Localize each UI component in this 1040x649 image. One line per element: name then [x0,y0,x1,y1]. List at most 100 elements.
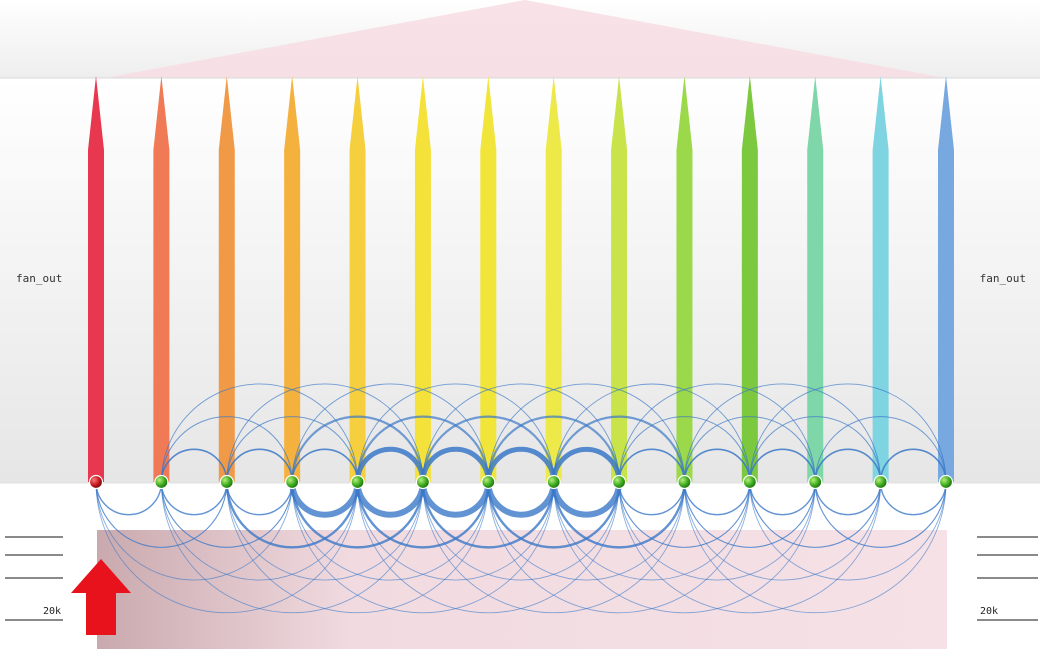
middle-band [0,78,1040,483]
connection-arc-upper [618,448,686,483]
connection-arc-upper [749,383,947,483]
connection-arc-upper [552,415,686,483]
connection-arc-upper [355,446,426,483]
connection-arc-lower [160,481,358,581]
node [154,474,169,490]
connection-arc-upper [291,383,489,483]
connection-arc-lower [749,481,947,581]
node [873,474,888,490]
connection-arc-lower [160,481,228,516]
connection-arc-upper [618,416,751,483]
fan-out-bar [807,76,824,482]
node [219,474,234,490]
node [350,474,365,490]
red-up-arrow [71,559,131,635]
connection-arc-upper [291,415,425,483]
connection-arc-upper [160,383,358,483]
connection-arc-upper [422,383,620,483]
connection-arc-lower [814,481,882,516]
node [415,474,431,490]
node [285,474,300,490]
connection-arc-lower [618,481,751,548]
fan-out-bar [284,76,301,482]
connection-arc-upper [421,415,555,483]
fan-out-bar [938,76,954,482]
connection-arc-upper [485,446,557,483]
connection-arc-upper [553,383,751,483]
connection-arc-lower [160,481,424,614]
connection-arc-lower [618,481,816,581]
node [742,474,757,490]
connection-arc-upper [814,448,882,483]
connection-arc-upper [814,416,947,483]
connection-arc-lower [487,481,621,549]
connection-arc-upper [420,446,491,483]
connection-arc-lower [749,481,816,516]
connection-arc-upper [683,416,816,483]
connection-arc-lower [422,481,685,614]
connection-arc-lower [419,481,492,518]
connection-arc-lower [553,481,816,614]
connection-arc-upper [749,416,882,483]
connection-arc-upper [684,383,882,483]
fan-out-bar [153,76,170,482]
connection-arc-lower [95,481,228,548]
connection-arc-lower [684,481,947,614]
connection-arc-lower [225,481,359,549]
connection-arc-lower [290,481,425,549]
fan-out-bar [872,76,889,482]
side-label-right: fan_out [979,272,1026,285]
connection-arc-lower [160,481,293,548]
fan-out-bar [349,76,366,482]
connection-arc-upper [357,383,555,483]
connection-arc-lower [684,481,882,581]
connection-arc-lower [289,481,361,518]
connection-arc-lower [357,481,555,581]
fan-out-bar [414,76,431,482]
connection-arc-lower [356,481,490,549]
left-scale [5,536,63,621]
connection-arc-lower [553,481,751,581]
scale-label-left: 20k [43,606,62,617]
connection-arc-upper [226,416,359,483]
node [808,474,823,490]
connection-arc-lower [618,481,882,614]
connection-arc-lower [357,481,620,614]
connection-arc-upper [618,383,816,483]
connection-arcs [95,383,947,614]
fan-out-bar [545,76,562,482]
fan-out-bar [88,76,104,482]
connection-arc-lower [683,481,816,548]
connection-arc-lower [618,481,686,516]
connection-arc-lower [95,481,163,516]
fan-out-bar [676,76,693,482]
connection-arc-lower [226,481,489,614]
connection-arc-lower [291,481,555,614]
connection-arc-upper [226,383,424,483]
connection-arc-upper [683,448,751,483]
connection-arc-lower [879,481,947,516]
connection-arc-lower [552,481,686,549]
bottom-fan-box [97,530,947,649]
connection-arc-lower [95,481,358,614]
connection-arc-upper [225,448,293,483]
connection-arc-upper [879,448,947,483]
connection-arc-lower [485,481,557,518]
connection-arc-upper [356,415,490,483]
connection-arc-lower [814,481,947,548]
fan-out-bar [611,76,628,482]
fan-out-bar [218,76,235,482]
fan-out-bar [480,76,497,482]
node [481,474,496,490]
connection-arc-upper [487,383,685,483]
side-label-left: fan_out [16,272,63,285]
connection-arc-upper [291,448,359,483]
connection-arc-upper [160,416,293,483]
connection-arc-lower [422,481,620,581]
source-node [88,474,104,490]
connection-arc-lower [354,481,426,518]
connection-arc-lower [487,481,685,581]
connection-arc-lower [550,481,623,518]
connection-arc-upper [487,415,621,483]
